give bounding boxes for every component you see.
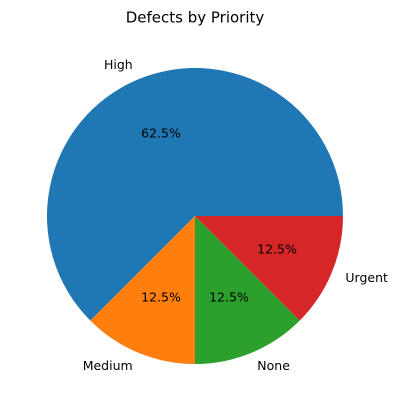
chart-title: Defects by Priority: [126, 9, 265, 27]
slice-label: None: [257, 358, 290, 373]
value-label: 12.5%: [257, 241, 297, 256]
slice-label: Urgent: [345, 270, 388, 285]
pie-slice: [90, 216, 195, 364]
pie-slice: [195, 216, 300, 364]
value-label: 62.5%: [141, 125, 181, 140]
pie-slice: [195, 216, 343, 321]
slice-label: Medium: [83, 358, 133, 373]
value-label: 12.5%: [209, 290, 249, 305]
pie-slice: [46, 67, 343, 321]
slice-label: High: [104, 57, 133, 72]
value-label: 12.5%: [141, 290, 181, 305]
